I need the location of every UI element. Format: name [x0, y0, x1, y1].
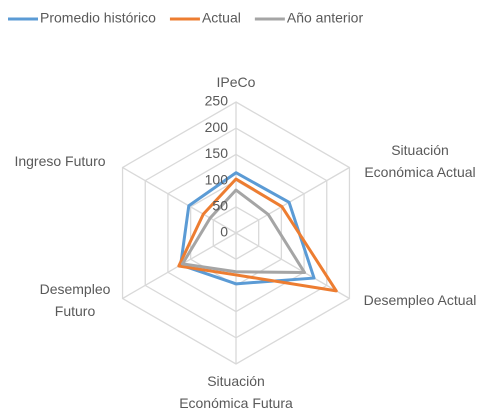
- category-label: Desempleo Actual: [364, 292, 477, 308]
- spoke: [235, 232, 350, 300]
- legend-label: Promedio histórico: [40, 10, 156, 26]
- tick-label: 50: [212, 198, 228, 214]
- category-label: IPeCo: [217, 74, 256, 90]
- tick-label: 0: [220, 224, 228, 240]
- tick-label: 100: [205, 171, 229, 187]
- spoke: [122, 166, 237, 234]
- tick-label: 150: [205, 145, 229, 161]
- series-line: [177, 177, 338, 293]
- category-label-line: Futuro: [55, 303, 96, 319]
- legend-label: Actual: [202, 10, 241, 26]
- category-label: Situación Económica Actual: [364, 142, 475, 180]
- tick-label: 250: [205, 93, 229, 109]
- spoke: [235, 166, 350, 234]
- legend-label: Año anterior: [287, 10, 364, 26]
- category-label: Situación Económica Futura: [179, 373, 293, 411]
- category-label-line: Económica Futura: [179, 395, 293, 411]
- category-label-line: Desempleo Actual: [364, 292, 477, 308]
- category-label-line: Situación: [391, 142, 449, 158]
- series-line: [179, 171, 316, 286]
- category-label-line: Ingreso Futuro: [14, 153, 105, 169]
- category-label-line: Desempleo: [40, 281, 111, 297]
- category-label: Desempleo Futuro: [40, 281, 111, 319]
- category-label-line: IPeCo: [217, 74, 256, 90]
- series-line: [180, 188, 307, 275]
- category-label: Ingreso Futuro: [14, 153, 105, 169]
- category-label-line: Económica Actual: [364, 164, 475, 180]
- tick-label: 200: [205, 119, 229, 135]
- category-label-line: Situación: [207, 373, 265, 389]
